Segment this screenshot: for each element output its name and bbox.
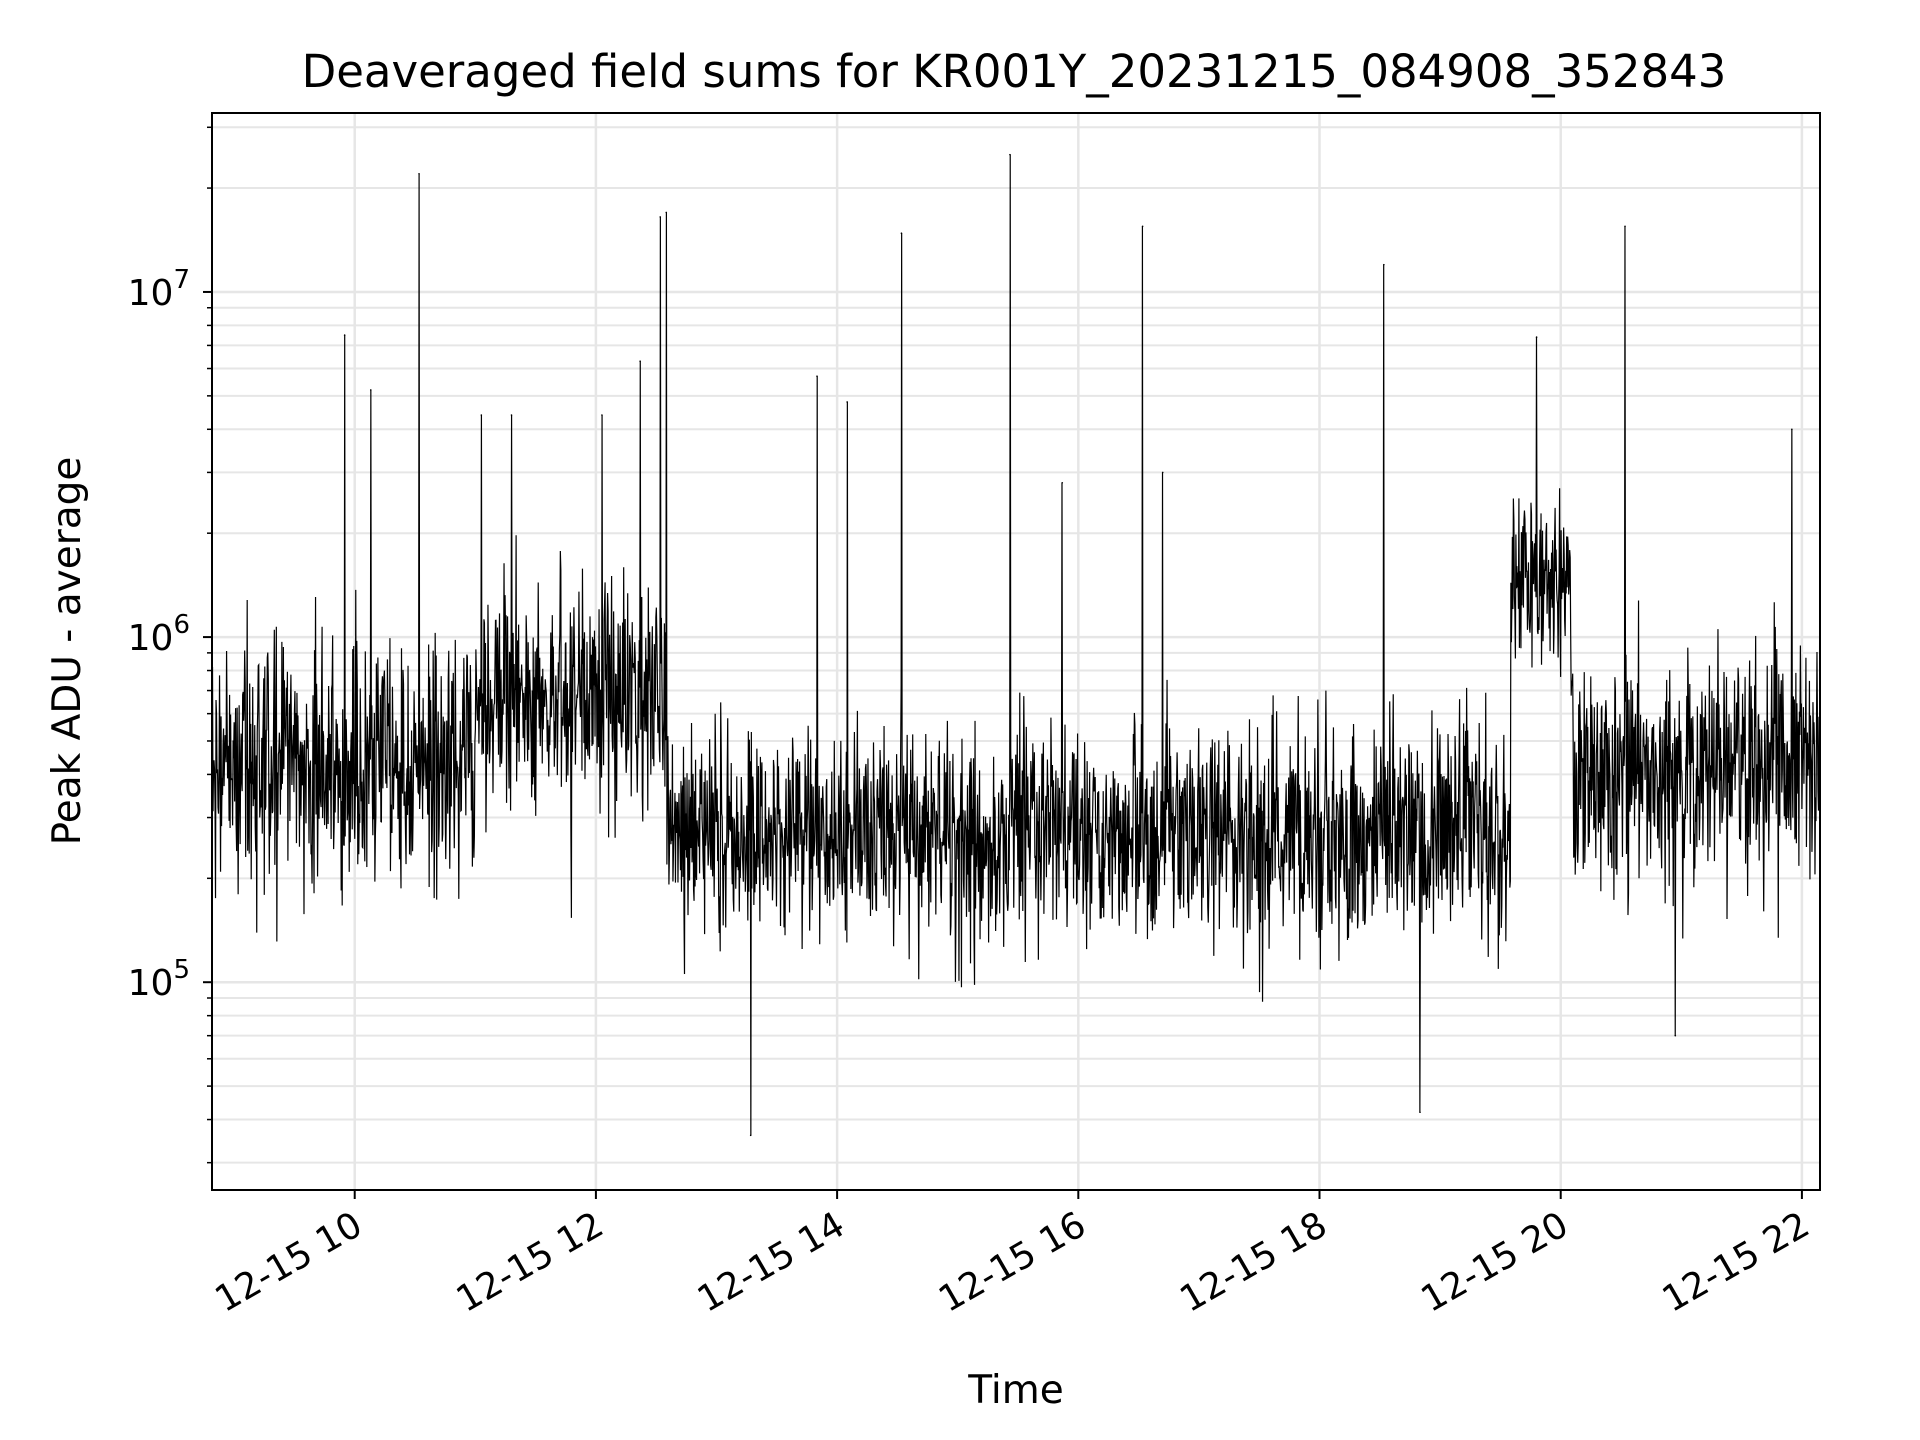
y-axis: 105 106 107 [128, 265, 212, 1004]
spike-point-21 [1674, 1034, 1677, 1037]
spike-point-1 [369, 389, 372, 391]
spike-point-4 [510, 414, 513, 416]
chart-title: Deaveraged field sums for KR001Y_2023121… [302, 45, 1727, 98]
spike-point-3 [480, 414, 483, 416]
y-tick-label: 105 [128, 955, 190, 1004]
spike-point-17 [1383, 263, 1385, 266]
spike-point-0 [343, 334, 346, 336]
spike-point-18 [1419, 1111, 1421, 1114]
spike-point-7 [659, 216, 662, 218]
spike-point-19 [1535, 336, 1538, 338]
spike-point-13 [1009, 153, 1011, 156]
spike-point-5 [601, 414, 603, 416]
spike-point-2 [418, 172, 420, 175]
spike-point-8 [665, 211, 668, 214]
spike-point-6 [639, 360, 641, 363]
spike-point-15 [1141, 225, 1144, 228]
spike-point-22 [1791, 428, 1793, 431]
plot-background [212, 113, 1820, 1190]
spike-point-14 [1061, 481, 1064, 484]
spike-point-12 [900, 232, 903, 234]
plot-frame [211, 112, 1821, 1191]
y-axis-label: Peak ADU - average [45, 457, 90, 846]
y-tick-label: 106 [128, 610, 190, 659]
series-line [212, 154, 1820, 1136]
spike-point-9 [749, 1134, 752, 1137]
major-gridlines [212, 113, 1820, 1190]
x-axis-label: Time [967, 1368, 1063, 1413]
spike-point-16 [1161, 471, 1164, 474]
y-tick-label: 107 [128, 265, 190, 314]
spike-point-20 [1624, 225, 1626, 228]
series-peak-adu [212, 153, 1820, 1137]
spike-point-10 [816, 375, 818, 378]
minor-gridlines [207, 126, 1820, 1164]
spike-point-11 [846, 401, 848, 403]
